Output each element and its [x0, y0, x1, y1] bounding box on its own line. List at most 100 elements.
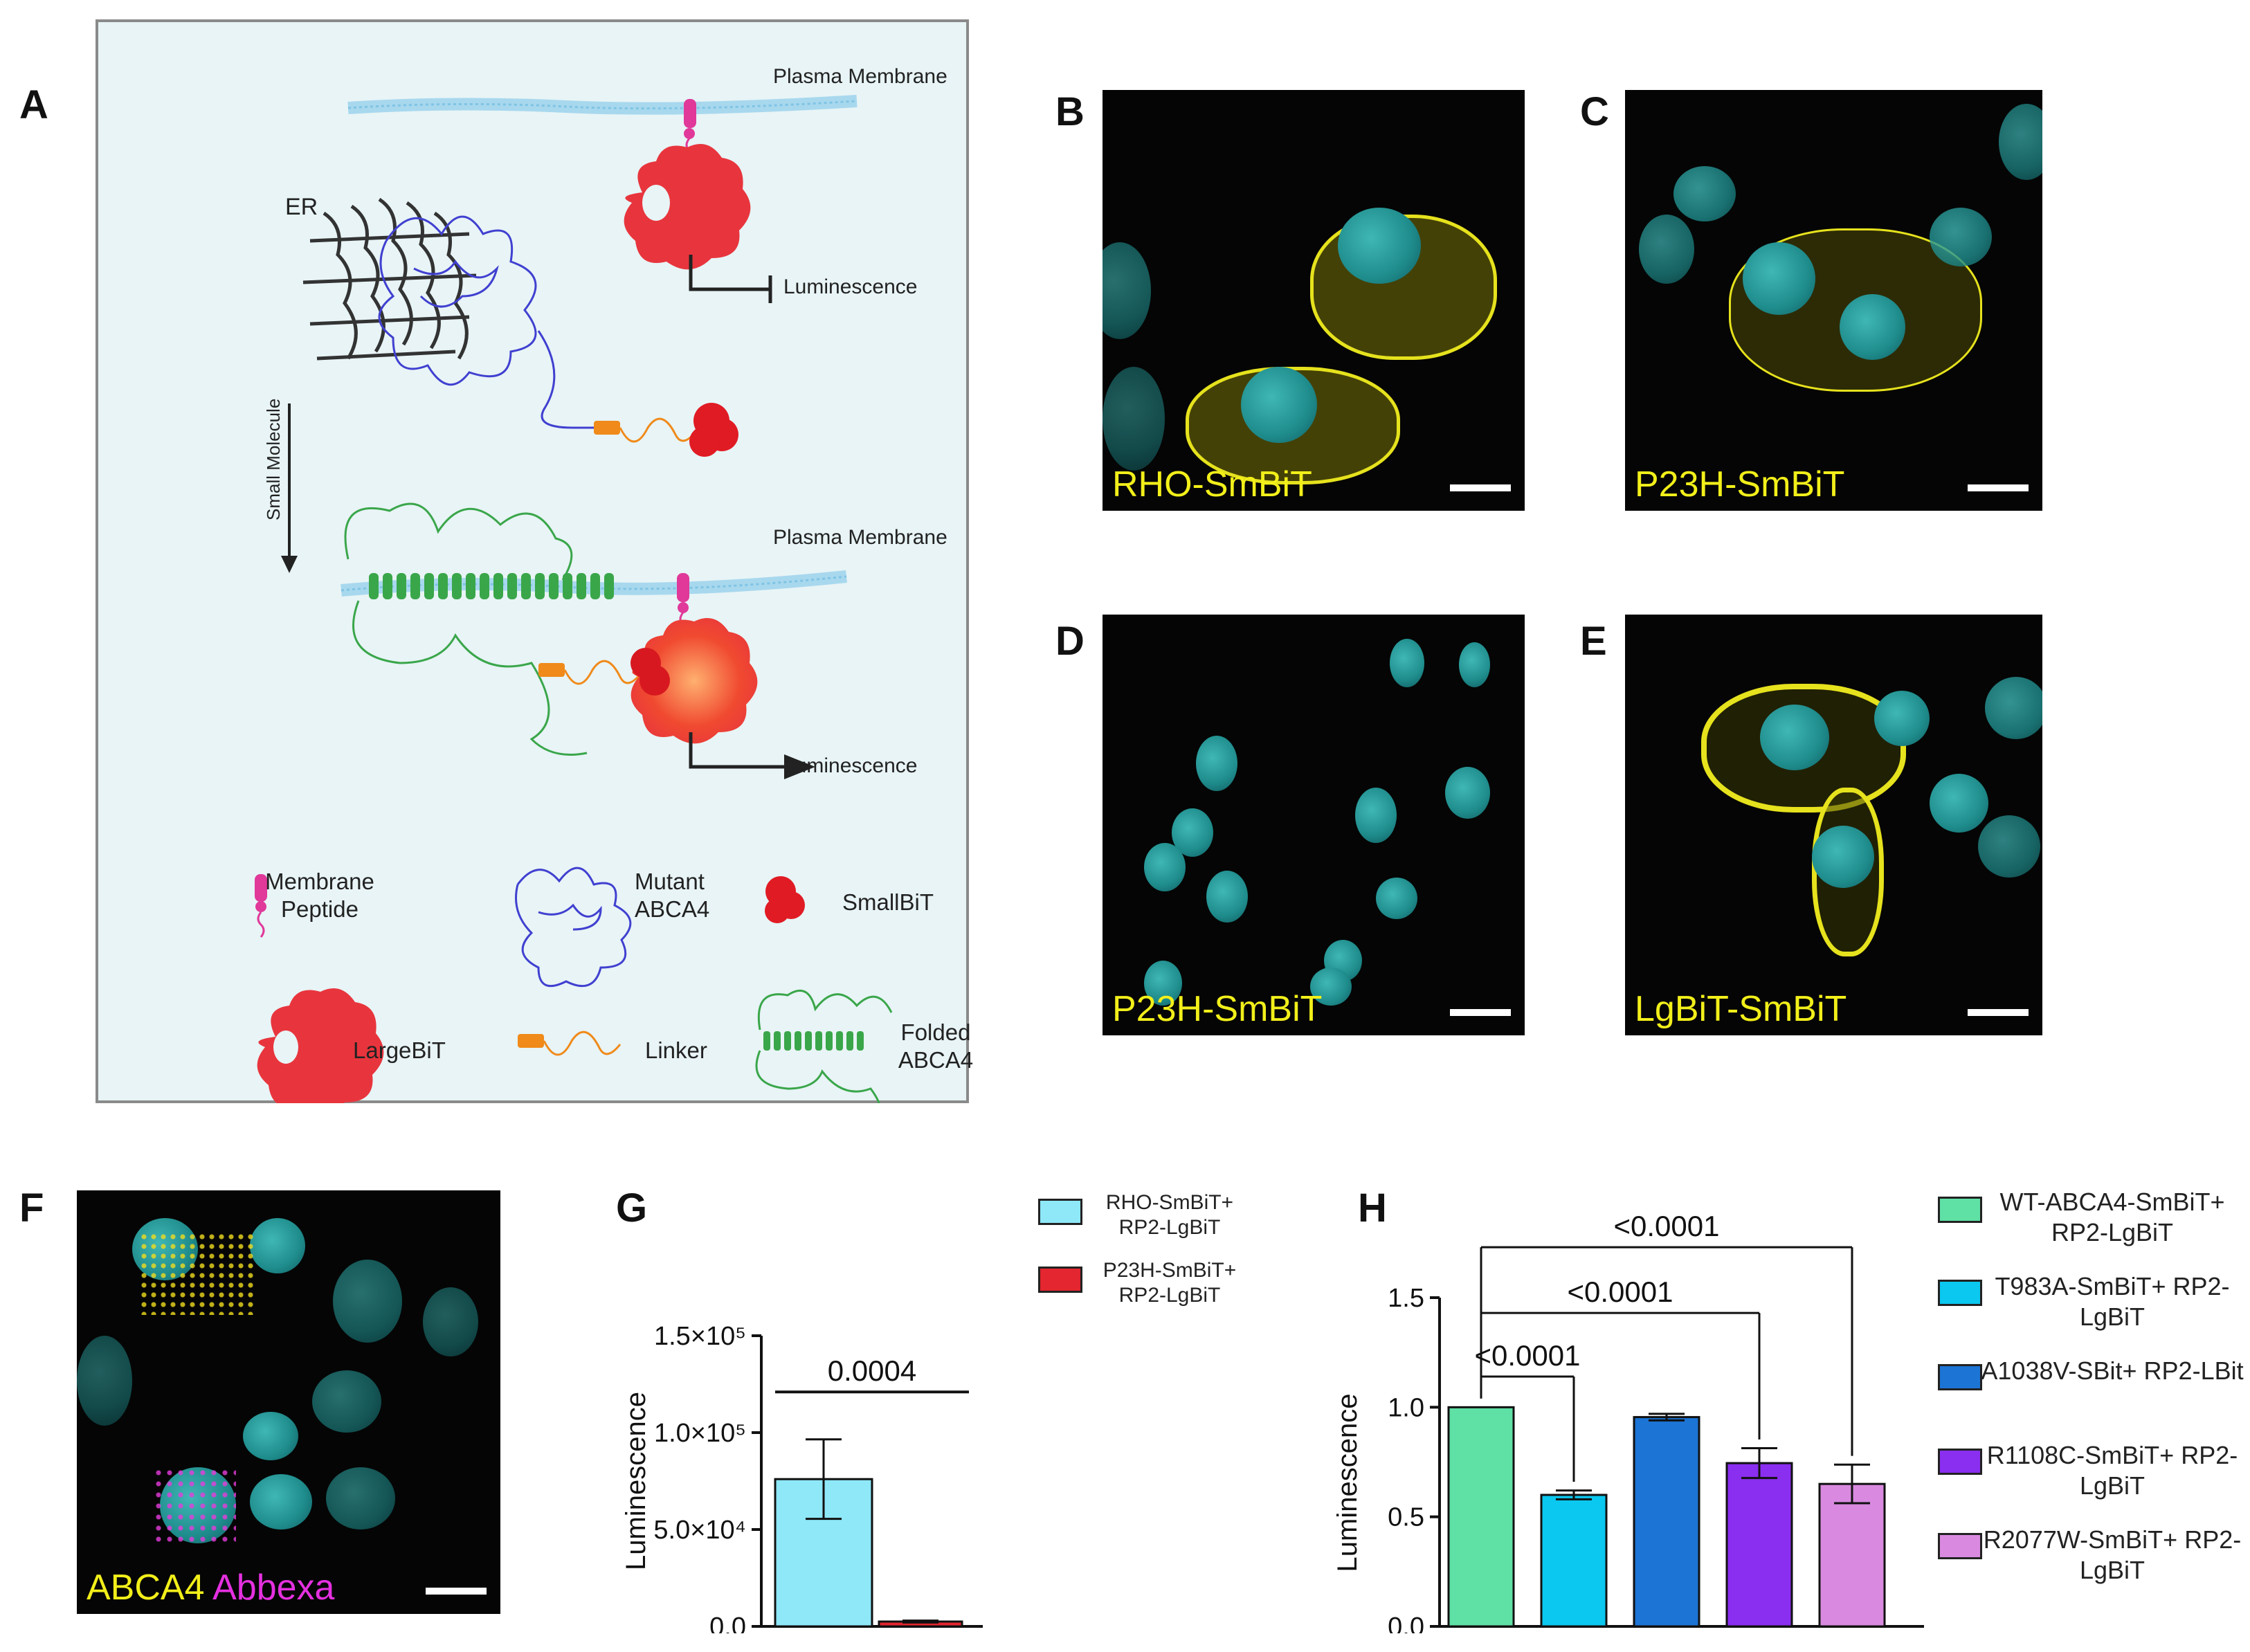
legend-icon-folded-abca4: [755, 989, 893, 1103]
legend-mutant-abca4: Mutant ABCA4: [635, 869, 710, 922]
g-y-tick-label: 5.0×10⁴: [653, 1516, 746, 1545]
nucleus: [1874, 691, 1930, 746]
legend-h-label-3: R1108C-SmBiT+ RP2-LgBiT: [1986, 1441, 2238, 1500]
scale-bar: [1968, 484, 2029, 491]
micrograph-f-label: ABCA4 Abbexa: [87, 1567, 334, 1608]
panel-letter-f: F: [19, 1186, 44, 1231]
legend-h-label-0: WT-ABCA4-SmBiT+ RP2-LgBiT: [1999, 1188, 2225, 1246]
g-y-tick-label: 1.5×10⁵: [654, 1322, 746, 1351]
nucleus: [1639, 215, 1694, 284]
micrograph-f: ABCA4 Abbexa: [77, 1190, 500, 1614]
largebit-top-shape: [624, 144, 751, 270]
legend-h-label-1: T983A-SmBiT+ RP2-LgBiT: [1995, 1272, 2230, 1331]
legend-g-label-1: P23H-SmBiT+ RP2-LgBiT: [1103, 1259, 1237, 1307]
g-p-value: 0.0004: [828, 1354, 916, 1387]
scale-bar: [1968, 1009, 2029, 1016]
g-y-axis-label: Luminescence: [621, 1392, 651, 1570]
legend-h-swatch-2: [1938, 1364, 1982, 1390]
micrograph-c: P23H-SmBiT: [1625, 90, 2042, 511]
scale-bar: [426, 1588, 487, 1595]
nucleus: [423, 1287, 478, 1356]
schematic-svg: [255, 95, 893, 1103]
h-bar: [1447, 1406, 1515, 1628]
panel-letter-e: E: [1580, 619, 1607, 664]
micrograph-e-label: LgBiT-SmBiT: [1635, 989, 1847, 1029]
legend-membrane-peptide: Membrane Peptide: [265, 869, 374, 922]
nucleus: [1930, 774, 1988, 833]
abca4-puncta: [153, 1467, 236, 1543]
h-bar: [1633, 1416, 1700, 1628]
legend-g-swatch-0: [1038, 1199, 1082, 1225]
nucleus: [1144, 843, 1186, 891]
chart-g: 0.0 5.0×10⁴ 1.0×10⁵ 1.5×10⁵ Luminescence 0.00…: [621, 1322, 983, 1633]
legend-icon-mutant-abca4: [515, 866, 632, 988]
legend-folded-abca4: Folded ABCA4: [898, 1019, 974, 1073]
micrograph-e: LgBiT-SmBiT: [1625, 615, 2042, 1035]
g-y-tick-label: 1.0×10⁵: [654, 1419, 746, 1448]
plasma-membrane-bottom-label: Plasma Membrane: [773, 526, 947, 549]
nucleus: [1376, 878, 1417, 919]
h-y-tick-label: 1.5: [1388, 1284, 1424, 1313]
abbexa-stain-label: Abbexa: [212, 1568, 335, 1608]
reconstituted-enzyme-shape: [630, 618, 758, 744]
nucleus: [1985, 677, 2042, 739]
nucleus: [1338, 208, 1421, 284]
luminescence-top-label: Luminescence: [783, 275, 918, 298]
schematic-diagram: Plasma Membrane ER Luminescence Small Mo…: [96, 19, 973, 1103]
nucleus: [1355, 788, 1397, 843]
plasma-membrane-top-label: Plasma Membrane: [773, 65, 947, 88]
h-y-axis-label: Luminescence: [1332, 1394, 1363, 1572]
legend-icon-membrane-peptide: [255, 874, 267, 938]
nucleus: [326, 1467, 395, 1530]
scale-bar: [1450, 484, 1511, 491]
linker-smallbit-top: [573, 403, 738, 457]
scale-bar: [1450, 1009, 1511, 1016]
nucleus: [1390, 639, 1424, 687]
legend-icon-linker: [518, 1031, 622, 1056]
nucleus: [1103, 367, 1165, 471]
legend-h-swatch-3: [1938, 1449, 1982, 1475]
nucleus: [333, 1260, 402, 1343]
micrograph-c-label: P23H-SmBiT: [1635, 464, 1845, 505]
nucleus: [1241, 367, 1317, 443]
panel-letter-b: B: [1055, 89, 1085, 134]
h-y-tick-label: 0.0: [1388, 1613, 1424, 1633]
nucleus: [312, 1370, 381, 1433]
legend-largebit: LargeBiT: [353, 1037, 446, 1063]
h-p-value: <0.0001: [1614, 1210, 1720, 1242]
panel-letter-h: H: [1358, 1186, 1387, 1231]
nucleus: [1673, 166, 1736, 221]
nucleus: [250, 1218, 305, 1273]
legend-icon-smallbit: [765, 876, 805, 923]
nucleus: [1743, 242, 1815, 315]
legend-h: WT-ABCA4-SmBiT+ RP2-LgBiT T983A-SmBiT+ R…: [1938, 1187, 2244, 1602]
legend-h-swatch-4: [1938, 1533, 1982, 1559]
luminescence-bottom-label: Luminescence: [783, 754, 918, 777]
h-p-value: <0.0001: [1475, 1339, 1581, 1372]
h-bar: [1725, 1462, 1793, 1628]
linker-bottom: [538, 660, 642, 685]
er-shape: [302, 197, 477, 361]
small-molecule-label: Small Molecule: [263, 398, 284, 520]
legend-g-swatch-1: [1038, 1267, 1082, 1293]
nucleus: [250, 1474, 312, 1530]
legend-linker: Linker: [645, 1037, 707, 1063]
nucleus: [1840, 294, 1905, 360]
nucleus: [1196, 736, 1237, 791]
nucleus: [1103, 242, 1151, 339]
abca4-stain-label: ABCA4: [87, 1568, 205, 1608]
legend-h-label-2: A1038V-SBit+ RP2-LBit: [1981, 1356, 2244, 1385]
legend-smallbit: SmallBiT: [842, 889, 934, 915]
chart-h: 0.0 0.5 1.0 1.5 Luminescence <0.0001 <0.0001 <0…: [1332, 1210, 1924, 1633]
legend-h-swatch-1: [1938, 1280, 1982, 1306]
panel-letter-g: G: [616, 1186, 648, 1231]
nucleus: [1930, 208, 1992, 266]
nucleus: [1144, 961, 1182, 1006]
legend-g-label-0: RHO-SmBiT+ RP2-LgBiT: [1105, 1191, 1234, 1239]
micrograph-d-label: P23H-SmBiT: [1112, 989, 1323, 1029]
panel-letter-a: A: [19, 82, 48, 127]
er-label: ER: [285, 194, 318, 220]
g-y-tick-label: 0.0: [709, 1613, 746, 1633]
panel-letter-c: C: [1580, 89, 1609, 134]
micrograph-b-label: RHO-SmBiT: [1112, 464, 1312, 505]
